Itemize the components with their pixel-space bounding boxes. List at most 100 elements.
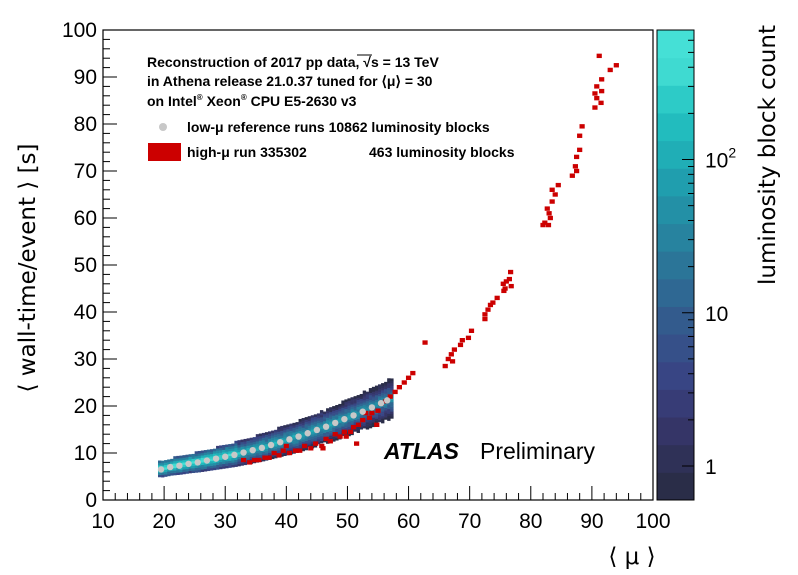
heatmap-cell — [274, 446, 278, 449]
heatmap-cell — [289, 442, 293, 446]
heatmap-cell — [261, 439, 266, 443]
high-mu-point — [266, 455, 272, 460]
annotation-sqrt-s: √s — [363, 54, 379, 70]
high-mu-point — [482, 312, 488, 317]
heatmap-cell — [258, 442, 263, 446]
heatmap-cell — [341, 409, 345, 413]
heatmap-cell — [222, 461, 226, 465]
heatmap-cell — [219, 459, 223, 463]
heatmap-cell — [316, 434, 321, 438]
low-mu-point — [322, 423, 330, 430]
heatmap-cell — [170, 461, 174, 464]
heatmap-cell — [310, 422, 315, 425]
heatmap-cell — [216, 448, 220, 451]
heatmap-cell — [206, 454, 211, 457]
heatmap-cell — [390, 380, 394, 384]
heatmap-cell — [356, 420, 360, 424]
heatmap-cell — [368, 395, 373, 398]
heatmap-cell — [319, 435, 324, 439]
heatmap-cell — [338, 418, 342, 421]
heatmap-cell — [249, 444, 254, 448]
heatmap-cell — [347, 426, 351, 430]
high-mu-point — [276, 453, 282, 458]
heatmap-cell — [353, 407, 357, 411]
heatmap-cell — [225, 446, 229, 450]
heatmap-cell — [319, 419, 324, 423]
y-tick-label: 30 — [74, 348, 97, 371]
heatmap-cell — [261, 449, 266, 453]
heatmap-cell — [271, 439, 275, 443]
heatmap-cell — [326, 434, 330, 437]
heatmap-cell — [252, 453, 257, 457]
heatmap-cell — [209, 463, 214, 466]
heatmap-cell — [356, 397, 360, 401]
heatmap-cell — [280, 435, 284, 438]
heatmap-cell — [347, 424, 351, 427]
heatmap-cell — [313, 421, 318, 425]
high-mu-point — [594, 95, 600, 101]
heatmap-cell — [255, 443, 260, 447]
heatmap-cell — [353, 421, 357, 425]
heatmap-cell — [255, 434, 260, 437]
low-mu-point — [240, 449, 247, 456]
legend-low-mu-label: low-μ reference runs 10862 luminosity bl… — [187, 119, 490, 135]
heatmap-cell — [344, 411, 348, 414]
heatmap-cell — [222, 444, 226, 448]
heatmap-cell — [200, 469, 205, 472]
heatmap-cell — [264, 450, 269, 454]
x-tick-label: 10 — [91, 510, 114, 533]
heatmap-cell — [341, 414, 345, 418]
heatmap-cell — [365, 391, 370, 395]
heatmap-cell — [356, 413, 360, 417]
heatmap-cell — [304, 421, 309, 425]
heatmap-cell — [277, 433, 281, 437]
heatmap-cell — [384, 417, 388, 420]
heatmap-cell — [378, 393, 382, 397]
y-tick-label: 90 — [74, 66, 97, 89]
heatmap-cell — [341, 433, 345, 437]
heatmap-cell — [261, 442, 266, 445]
heatmap-cell — [209, 451, 214, 455]
heatmap-cell — [209, 458, 214, 462]
heatmap-cell — [365, 403, 370, 407]
heatmap-cell — [191, 463, 195, 466]
heatmap-cell — [243, 462, 247, 466]
high-mu-point — [319, 443, 325, 449]
heatmap-cell — [252, 441, 257, 445]
heatmap-cell — [344, 427, 348, 431]
heatmap-cell — [298, 426, 302, 429]
x-tick-label: 80 — [519, 510, 542, 533]
low-mu-point — [249, 446, 256, 454]
heatmap-cell — [368, 399, 373, 403]
heatmap-cell — [384, 410, 388, 413]
heatmap-cell — [313, 414, 318, 417]
high-mu-point — [283, 443, 289, 449]
annotation-line-1-prefix: Reconstruction of 2017 pp data, — [147, 54, 363, 70]
high-mu-point — [549, 199, 555, 204]
high-mu-point — [598, 100, 604, 106]
heatmap-cell — [329, 430, 333, 434]
heatmap-cell — [341, 412, 345, 415]
heatmap-cell — [286, 429, 290, 432]
heatmap-cell — [255, 450, 260, 454]
heatmap-cell — [374, 397, 379, 400]
heatmap-cell — [329, 411, 333, 415]
heatmap-cell — [222, 447, 226, 450]
heatmap-cell — [310, 415, 315, 418]
heatmap-cell — [301, 429, 305, 433]
high-mu-point — [487, 302, 494, 308]
heatmap-cell — [191, 468, 195, 471]
heatmap-cell — [347, 421, 351, 425]
heatmap-cell — [319, 433, 324, 437]
heatmap-cell — [274, 448, 278, 452]
heatmap-cell — [319, 421, 324, 425]
heatmap-cell — [347, 419, 351, 423]
heatmap-cell — [374, 416, 379, 419]
high-mu-point — [387, 394, 393, 399]
colorbar-band — [657, 85, 694, 114]
low-mu-point — [277, 438, 284, 446]
heatmap-cell — [258, 438, 263, 441]
heatmap-cell — [179, 455, 183, 459]
heatmap-cell — [338, 415, 342, 419]
y-tick-label: 10 — [74, 442, 97, 465]
